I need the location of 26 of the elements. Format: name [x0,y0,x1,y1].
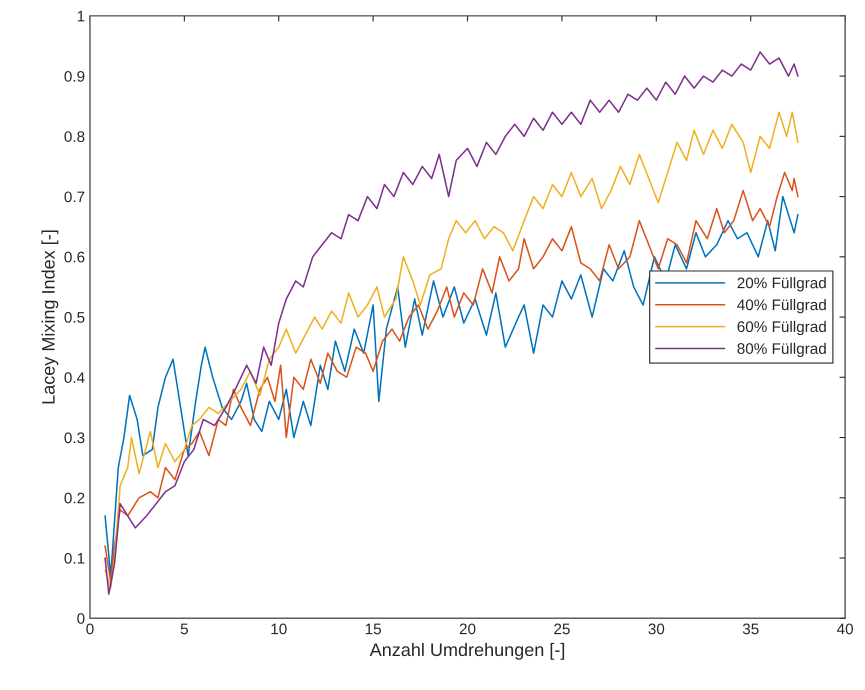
y-tick-label: 0.8 [64,131,84,142]
y-tick-label: 0.6 [64,252,84,263]
y-tick-label: 0.4 [64,372,85,383]
y-axis-title: Lacey Mixing Index [-] [41,230,58,404]
x-tick-label: 35 [742,624,759,634]
y-tick-label: 0.9 [64,70,84,82]
y-tick-label: 0.7 [64,191,84,202]
legend-label: 60% Füllgrad [738,320,826,336]
y-tick-label: 0.5 [64,312,84,323]
x-tick-label: 10 [271,624,287,634]
x-tick-label: 0 [86,624,94,634]
x-tick-label: 20 [460,624,476,634]
x-tick-label: 15 [366,624,381,634]
x-tick-label: 25 [554,624,570,634]
legend-label: 80% Füllgrad [737,342,826,357]
legend-label: 40% Füllgrad [737,298,826,314]
y-tick-label: 0.1 [64,552,84,564]
legend-label: 20% Füllgrad [738,277,826,292]
y-tick-label: 1 [78,10,84,22]
x-tick-label: 40 [836,624,854,634]
x-axis-title: Anzahl Umdrehungen [-] [370,642,564,660]
y-tick-label: 0.2 [64,492,84,504]
x-tick-label: 5 [180,624,188,634]
y-tick-label: 0.3 [64,432,84,444]
x-tick-label: 30 [648,624,664,634]
y-tick-label: 0 [77,613,84,624]
